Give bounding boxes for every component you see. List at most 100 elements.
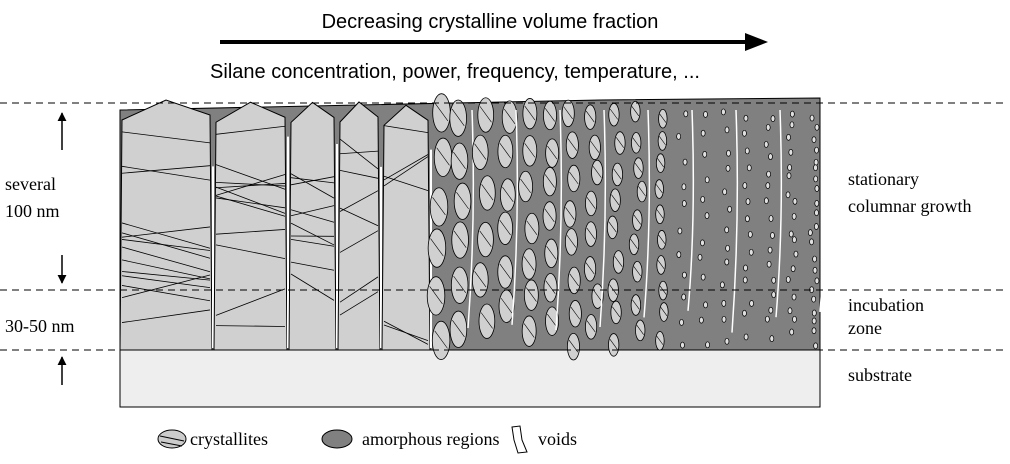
crystallite xyxy=(811,317,817,325)
grain-boundary xyxy=(121,246,211,273)
grain-boundary xyxy=(585,262,595,275)
grain-boundary xyxy=(524,105,536,121)
grain-boundary xyxy=(290,177,335,184)
crystallite xyxy=(787,307,793,315)
crystallite xyxy=(724,126,730,134)
grain-boundary xyxy=(546,246,557,260)
zone-label: incubation xyxy=(848,295,924,315)
crystallite xyxy=(704,176,710,184)
crystallite xyxy=(814,123,820,131)
grain-boundary xyxy=(121,232,211,259)
grain-boundary xyxy=(383,154,429,181)
crystallite xyxy=(813,158,819,166)
grain-boundary xyxy=(339,207,379,227)
crystallite xyxy=(705,341,710,349)
grain-boundary xyxy=(339,138,379,170)
grain-boundary xyxy=(290,176,335,186)
grain-boundary xyxy=(520,178,531,194)
grain-boundary xyxy=(480,312,493,329)
crystallite xyxy=(814,200,820,207)
grain-boundary xyxy=(656,209,664,219)
crystallite xyxy=(770,232,775,239)
grain-boundary xyxy=(634,162,643,173)
zone-label: zone xyxy=(848,318,882,338)
grain-boundary xyxy=(523,323,535,338)
grain-boundary xyxy=(456,192,469,210)
crystallite xyxy=(584,256,597,282)
crystallite xyxy=(726,149,731,157)
crystallite xyxy=(567,266,581,295)
crystallite xyxy=(542,166,557,197)
crystallite xyxy=(697,253,703,261)
crystallite xyxy=(743,264,748,272)
film xyxy=(119,93,827,408)
thickness-label: several xyxy=(5,174,56,194)
crystallite xyxy=(813,175,819,183)
grain-boundary xyxy=(566,235,577,248)
crystallite xyxy=(703,111,708,118)
grain-boundary xyxy=(339,169,379,179)
crystallite xyxy=(765,182,771,189)
grain-boundary xyxy=(586,197,596,209)
crystallite xyxy=(764,197,769,205)
crystallite xyxy=(564,228,578,256)
grain-boundary xyxy=(544,208,555,223)
grain-boundary xyxy=(611,194,620,206)
void xyxy=(511,109,519,325)
grain-boundary xyxy=(479,106,492,123)
grain-boundary xyxy=(383,324,429,342)
grain-boundary xyxy=(656,336,664,345)
crystallite xyxy=(791,293,797,301)
grain-boundary xyxy=(121,222,211,249)
crystallite xyxy=(680,341,685,349)
crystallite xyxy=(700,129,706,137)
grain-boundary xyxy=(215,288,286,316)
grain-boundary xyxy=(586,227,596,240)
grain-boundary xyxy=(499,263,511,279)
grain-boundary xyxy=(121,226,211,238)
grain-boundary xyxy=(659,113,667,123)
grain-boundary xyxy=(544,108,555,122)
crystallite xyxy=(721,108,726,116)
crystallite xyxy=(700,273,706,281)
crystallite xyxy=(682,271,687,279)
grain-boundary xyxy=(121,309,211,323)
crystallite xyxy=(743,333,749,341)
crystallite xyxy=(809,238,814,246)
grain-boundary xyxy=(547,145,558,160)
grain-boundary xyxy=(430,238,444,257)
crystallite xyxy=(704,212,710,220)
grain-boundary xyxy=(215,229,286,235)
crystallite xyxy=(745,215,750,223)
legend-label: voids xyxy=(538,429,577,449)
crystallite xyxy=(789,121,795,129)
crystallite xyxy=(788,148,794,156)
crystallite xyxy=(724,258,730,266)
grain-boundary xyxy=(657,158,664,168)
subtitle: Silane concentration, power, frequency, … xyxy=(210,61,700,83)
grain-boundary xyxy=(655,184,663,194)
crystallite xyxy=(499,178,516,212)
crystallite xyxy=(789,328,795,336)
grain-boundary xyxy=(339,291,379,316)
crystallite xyxy=(812,255,817,263)
crystallite xyxy=(477,221,494,258)
crystallite xyxy=(809,114,815,122)
crystallite xyxy=(811,136,817,144)
void xyxy=(731,109,739,333)
thickness-label: 30-50 nm xyxy=(5,316,75,336)
void xyxy=(687,109,695,311)
crystallite xyxy=(792,236,797,244)
crystalline-column xyxy=(381,104,431,351)
crystallite xyxy=(721,300,727,307)
grain-boundary xyxy=(121,275,211,289)
void xyxy=(819,109,827,312)
crystallite xyxy=(722,188,728,196)
crystallite xyxy=(451,221,469,259)
grain-boundary xyxy=(547,313,558,328)
grain-boundary xyxy=(499,143,512,159)
grain-boundary xyxy=(481,184,494,201)
arrow-head xyxy=(745,33,768,51)
grain-boundary xyxy=(659,136,666,146)
grain-boundary xyxy=(500,297,513,314)
